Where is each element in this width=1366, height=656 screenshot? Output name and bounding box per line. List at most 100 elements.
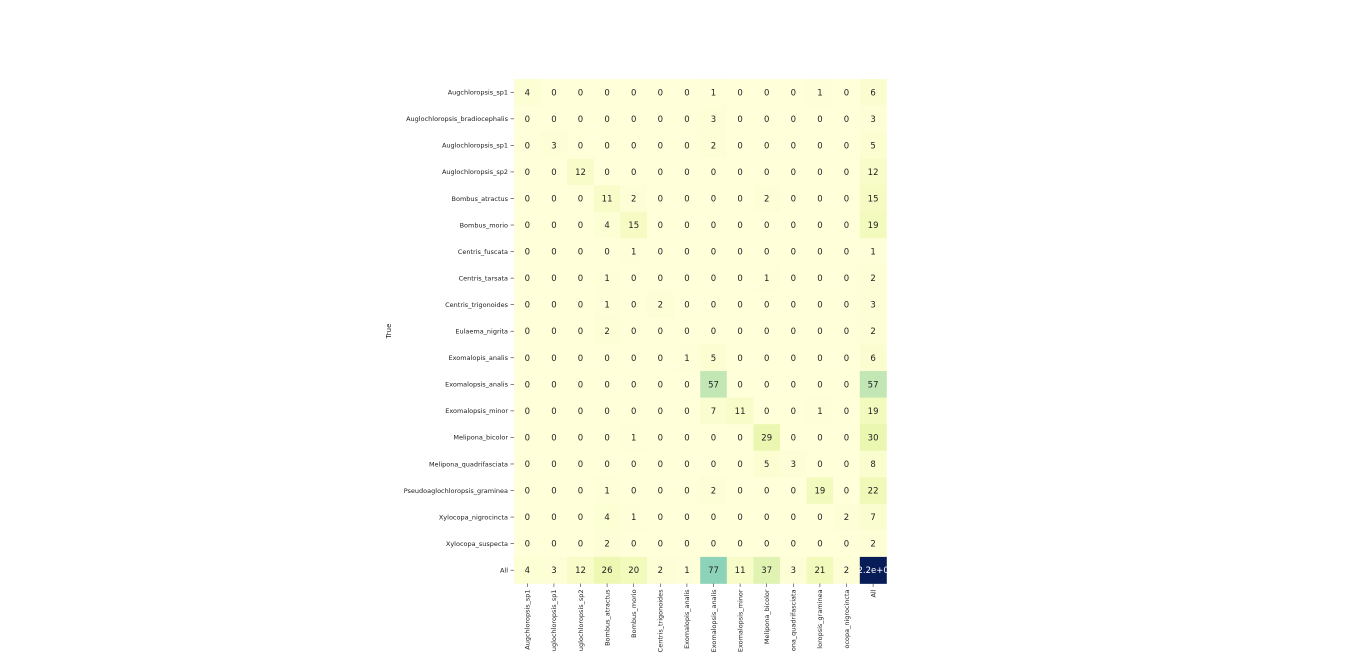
cell-value-label: 0 (604, 248, 609, 258)
cell-value-label: 77 (708, 566, 719, 576)
heatmap-cell (753, 450, 781, 478)
heatmap-cell (514, 291, 541, 319)
heatmap-cell (673, 477, 701, 505)
cell-value-label: 0 (817, 168, 822, 178)
heatmap-cell (700, 291, 728, 319)
heatmap-cell (859, 424, 887, 452)
heatmap-cell (514, 424, 541, 452)
heatmap-cell (859, 105, 887, 133)
cell-value-label: 0 (844, 301, 849, 311)
cell-value-label: 0 (737, 380, 742, 390)
heatmap-cell (673, 503, 701, 531)
heatmap-cell (647, 344, 674, 372)
cell-value-label: 0 (817, 274, 822, 284)
cell-value-label: 3 (551, 566, 556, 576)
heatmap-cell (540, 556, 568, 584)
cell-value-label: 5 (764, 460, 769, 470)
heatmap-cell (593, 79, 621, 106)
cell-value-label: 0 (551, 194, 556, 204)
heatmap-cell (726, 317, 754, 345)
cell-value-label: 0 (525, 487, 530, 497)
cell-value-label: 0 (684, 460, 689, 470)
cell-value-label: 2.2e+0 (857, 566, 888, 576)
cell-value-label: 0 (844, 168, 849, 178)
cell-value-label: 15 (868, 194, 879, 204)
cell-value-label: 0 (684, 540, 689, 550)
cell-value-label: 12 (575, 566, 586, 576)
heatmap-cell (593, 132, 621, 160)
cell-value-label: 0 (551, 221, 556, 231)
cell-value-label: 37 (761, 566, 772, 576)
heatmap-cell (567, 132, 595, 160)
heatmap-cell (647, 264, 674, 292)
heatmap-cell (647, 105, 674, 133)
heatmap-cell (540, 450, 568, 478)
heatmap-cell (700, 424, 728, 452)
heatmap-cell (673, 424, 701, 452)
row-tick-labels: Augchloropsis_sp1 Auglochloropsis_bradioc… (404, 89, 514, 574)
cell-value-label: 0 (684, 141, 689, 151)
heatmap-cell (780, 397, 807, 425)
heatmap-cell (753, 132, 781, 160)
heatmap-cell (593, 530, 621, 558)
cell-value-label: 0 (525, 380, 530, 390)
cell-value-label: 0 (817, 248, 822, 258)
cell-value-label: 0 (525, 301, 530, 311)
heatmap-cell (540, 530, 568, 558)
cell-value-label: 1 (711, 88, 716, 98)
heatmap-cell (673, 344, 701, 372)
heatmap-cell (647, 132, 674, 160)
cell-value-label: 0 (737, 513, 742, 523)
heatmap-cell (859, 344, 887, 372)
heatmap-cell (620, 530, 648, 558)
cell-value-label: 0 (791, 88, 796, 98)
heatmap-cell (780, 556, 807, 584)
heatmap-cell (700, 185, 728, 213)
cell-value-label: 0 (844, 487, 849, 497)
heatmap-cell (780, 503, 807, 531)
heatmap-cell (647, 397, 674, 425)
row-tick-label: Augchloropsis_sp1 (448, 89, 508, 97)
heatmap-cell (567, 158, 595, 186)
cell-value-label: 0 (791, 301, 796, 311)
heatmap-cell (859, 79, 887, 106)
heatmap-cell (673, 105, 701, 133)
heatmap-cell (753, 477, 781, 505)
heatmap-cell (540, 424, 568, 452)
cell-value-label: 0 (578, 380, 583, 390)
heatmap-cell (726, 344, 754, 372)
cell-value-label: 0 (737, 168, 742, 178)
heatmap-cell (540, 344, 568, 372)
cell-value-label: 0 (764, 141, 769, 151)
cell-value-label: 0 (658, 115, 663, 125)
heatmap-cell (540, 264, 568, 292)
cell-value-label: 0 (737, 540, 742, 550)
heatmap-cell (726, 105, 754, 133)
cell-value-label: 0 (764, 168, 769, 178)
cell-value-label: 19 (868, 407, 879, 417)
heatmap-cell (567, 477, 595, 505)
heatmap-cell (859, 371, 887, 398)
heatmap-cell (620, 158, 648, 186)
heatmap-cell (567, 556, 595, 584)
cell-value-label: 4 (525, 566, 530, 576)
cell-value-label: 3 (791, 566, 796, 576)
cell-value-label: 0 (684, 88, 689, 98)
heatmap-cell (700, 556, 728, 584)
cell-value-label: 21 (814, 566, 825, 576)
heatmap-cell (647, 238, 674, 266)
heatmap-cell (780, 238, 807, 266)
cell-value-label: 0 (551, 115, 556, 125)
heatmap-cell (514, 105, 541, 133)
cell-value-label: 0 (684, 221, 689, 231)
cell-value-label: 0 (658, 487, 663, 497)
cell-value-label: 0 (551, 407, 556, 417)
heatmap-cell (593, 158, 621, 186)
column-tick-label: All (869, 589, 877, 597)
heatmap-cell (620, 211, 648, 239)
cell-value-label: 0 (684, 274, 689, 284)
cell-value-label: 0 (791, 327, 796, 337)
cell-value-label: 5 (870, 141, 875, 151)
heatmap-cell (540, 317, 568, 345)
heatmap-cell (567, 450, 595, 478)
